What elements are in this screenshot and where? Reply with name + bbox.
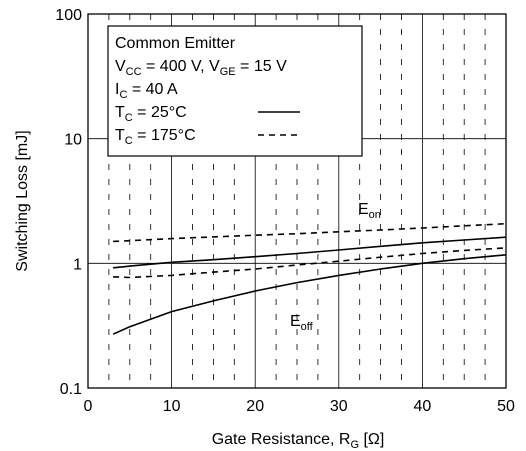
annotation-e-off: Eoff: [290, 313, 314, 333]
curves: [112, 222, 507, 335]
x-axis-title: Gate Resistance, RG [Ω]: [212, 431, 385, 451]
annotation-e-on: Eon: [358, 201, 381, 221]
legend-line-2: VCC = 400 V, VGE = 15 V: [115, 58, 287, 78]
legend-line-1: Common Emitter: [115, 35, 236, 52]
series-line-e-off-25c: [112, 254, 507, 335]
y-tick-label: 10: [64, 132, 82, 149]
series-line-e-on-25c: [113, 236, 507, 269]
x-tick-label: 40: [414, 398, 432, 415]
legend-box: [107, 25, 363, 157]
legend-entry-175c: TC = 175°C: [115, 127, 196, 147]
y-tick-label: 1: [73, 256, 82, 273]
legend-entry-25c: TC = 25°C: [115, 104, 187, 124]
x-tick-label: 10: [163, 398, 181, 415]
series-line-e-on-175c: [113, 222, 507, 243]
x-tick-label: 20: [246, 398, 264, 415]
x-tick-label: 50: [497, 398, 515, 415]
series-line-e-off-175c: [113, 247, 507, 279]
y-axis-title: Switching Loss [mJ]: [14, 130, 31, 271]
x-tick-label: 30: [330, 398, 348, 415]
y-tick-label: 0.1: [60, 381, 82, 398]
plot-frame: [87, 13, 507, 389]
y-tick-label: 100: [55, 7, 82, 24]
legend-line-3: IC = 40 A: [115, 81, 178, 101]
x-tick-label: 0: [84, 398, 93, 415]
legend: Common Emitter VCC = 400 V, VGE = 15 V I…: [107, 25, 363, 157]
tick-labels: 0 10 20 30 40 50 0.1 1 10 100: [55, 7, 515, 415]
